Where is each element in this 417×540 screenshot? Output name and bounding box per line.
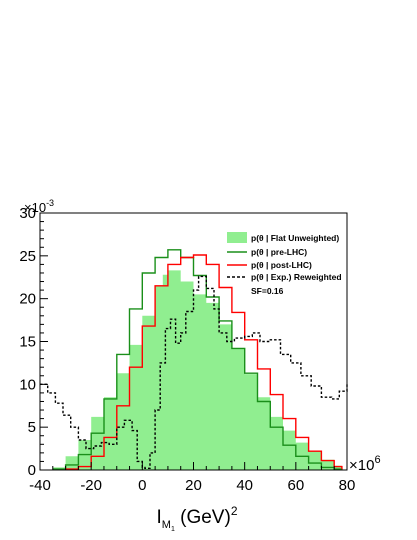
legend: p(θ | Flat Unweighted) p(θ | pre-LHC) p(…: [227, 232, 342, 296]
x-tick-label: 0: [138, 477, 146, 494]
series-layer: [40, 249, 348, 470]
y-tick-label: 30: [19, 205, 36, 222]
y-tick-label: 20: [19, 291, 36, 308]
x-axis-title: IM1 (GeV)2: [157, 504, 238, 533]
x-tick-label: 40: [236, 477, 253, 494]
x-multiplier: ×106: [349, 454, 381, 474]
x-tick-label: -40: [29, 477, 51, 494]
x-multiplier-exponent: 6: [374, 454, 380, 466]
x-tick-labels: -40 -20 0 20 40 60 80: [29, 477, 355, 494]
y-tick-label: 0: [28, 462, 36, 479]
x-multiplier-base: ×10: [349, 457, 374, 474]
y-multiplier-base: ×10: [24, 200, 46, 215]
legend-label-pre-lhc: p(θ | pre-LHC): [251, 247, 307, 257]
series-p-post-lhc: [65, 254, 343, 470]
series-p-flat-unweighted: [52, 270, 342, 470]
y-tick-label: 5: [28, 419, 36, 436]
axis-ticks: [39, 212, 348, 471]
x-axis-title-subsub: 1: [171, 526, 175, 533]
y-tick-label: 15: [19, 334, 36, 351]
x-axis-title-sub: M: [162, 519, 171, 531]
scale-factor-annotation: SF=0.16: [251, 286, 284, 296]
legend-label-flat: p(θ | Flat Unweighted): [251, 233, 339, 243]
x-tick-label: 20: [185, 477, 202, 494]
legend-label-exp-reweighted: p(θ | Exp.) Reweighted: [251, 272, 342, 282]
x-tick-label: 80: [339, 477, 356, 494]
x-axis-title-rest: (GeV): [175, 507, 231, 528]
legend-swatch-flat: [227, 232, 247, 243]
y-multiplier-exponent: -3: [46, 198, 54, 208]
x-axis-title-sup: 2: [231, 504, 238, 518]
x-tick-label: 60: [287, 477, 304, 494]
y-tick-label: 10: [19, 376, 36, 393]
series-p-pre-lhc: [52, 249, 343, 470]
y-multiplier: ×10-3: [24, 198, 54, 215]
x-tick-label: -20: [80, 477, 102, 494]
x-axis-title-main: I: [157, 507, 162, 528]
y-tick-label: 25: [19, 248, 36, 265]
y-tick-labels: 0 5 10 15 20 25 30: [19, 205, 36, 479]
legend-label-post-lhc: p(θ | post-LHC): [251, 260, 312, 270]
